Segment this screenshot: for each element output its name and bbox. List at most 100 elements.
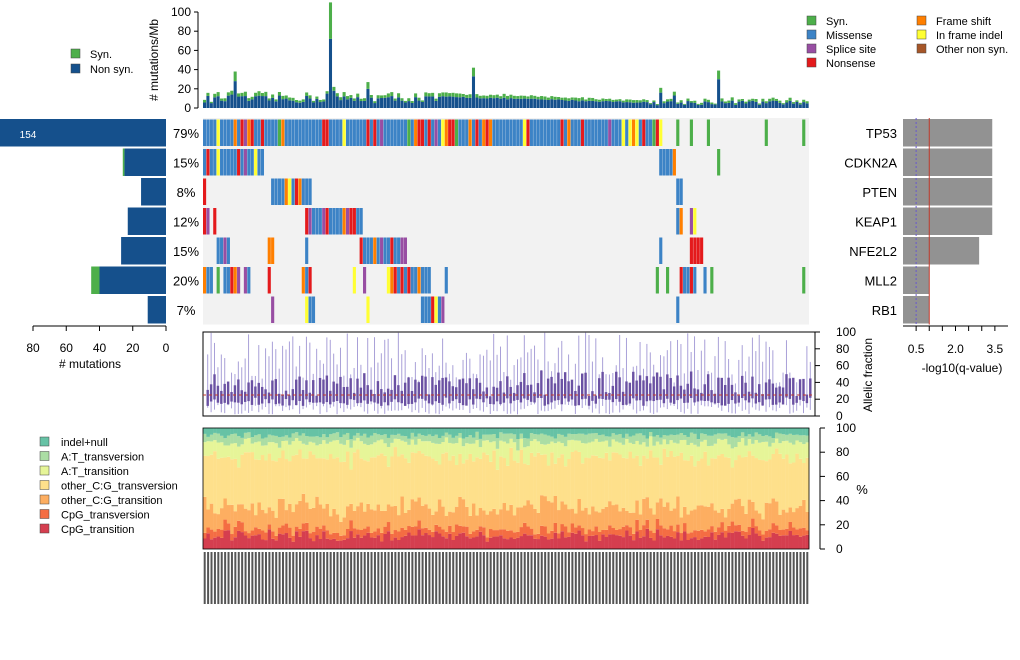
spectrum-segment <box>730 428 735 438</box>
spectrum-segment <box>284 510 289 524</box>
mutation-cell <box>322 208 326 235</box>
spectrum-segment <box>325 437 330 444</box>
tmb-bar-nonsyn <box>448 96 452 108</box>
tmb-bar-nonsyn <box>563 100 567 108</box>
spectrum-segment <box>444 538 449 549</box>
tmb-bar-syn <box>363 98 367 101</box>
sample-id-tick <box>247 552 250 604</box>
spectrum-segment <box>277 527 282 534</box>
spectrum-segment <box>383 428 388 435</box>
mutation-cell <box>403 119 407 146</box>
spectrum-segment <box>328 441 333 455</box>
spectrum-segment <box>543 536 548 549</box>
spectrum-segment <box>720 522 725 533</box>
spectrum-segment <box>791 434 796 445</box>
spectrum-segment <box>557 433 561 442</box>
spectrum-segment <box>325 538 330 549</box>
af-tick-label: 20 <box>836 392 850 406</box>
spectrum-segment <box>550 452 554 503</box>
spectrum-segment <box>458 533 462 549</box>
mutation-cell <box>386 237 390 264</box>
spectrum-segment <box>768 529 772 538</box>
spectrum-segment <box>499 535 503 549</box>
mutation-legend-swatch <box>806 29 817 40</box>
gene-percent-labels: 79%15%8%12%15%20%7% <box>173 126 199 318</box>
spectrum-segment <box>254 515 258 528</box>
tmb-bar-nonsyn <box>597 101 601 108</box>
spectrum-segment <box>795 428 799 435</box>
spectrum-segment <box>519 536 524 549</box>
sample-id-tick <box>561 552 564 604</box>
spectrum-segment <box>751 527 755 549</box>
tmb-bar-nonsyn <box>788 100 792 108</box>
spectrum-segment <box>638 433 643 445</box>
sample-id-tick <box>649 552 652 604</box>
mutation-legend-swatch <box>806 15 817 26</box>
spectrum-segment <box>631 428 636 436</box>
spectrum-segment <box>352 440 357 453</box>
af-iqr-box <box>526 385 529 400</box>
tmb-bar-nonsyn <box>328 38 333 108</box>
spectrum-segment <box>492 450 496 509</box>
spectrum-segment <box>781 529 786 536</box>
spectrum-segment <box>424 441 428 456</box>
spectrum-segment <box>798 442 803 459</box>
tmb-bar-syn <box>468 94 472 98</box>
spectrum-segment <box>220 537 224 549</box>
tmb-bar-syn <box>216 92 220 97</box>
sample-id-tick <box>663 552 666 604</box>
tmb-bar-syn <box>376 95 380 99</box>
spectrum-segment <box>645 497 650 520</box>
spectrum-segment <box>625 510 629 526</box>
spectrum-segment <box>339 462 343 522</box>
spectrum-segment <box>213 513 217 532</box>
tmb-bar-syn <box>488 94 493 98</box>
spectrum-segment <box>625 525 629 531</box>
af-iqr-box <box>563 372 567 399</box>
tmb-bar-nonsyn <box>240 96 244 108</box>
sample-id-tick <box>690 552 693 604</box>
spectrum-segment <box>730 532 735 549</box>
spectrum-segment <box>267 524 272 530</box>
spectrum-segment <box>635 433 639 441</box>
af-iqr-box <box>642 380 645 406</box>
spectrum-segment <box>288 537 292 549</box>
tmb-bar-syn <box>335 93 339 97</box>
spectrum-segment <box>526 464 531 501</box>
spectrum-segment <box>281 525 285 535</box>
spectrum-segment <box>342 535 347 540</box>
spectrum-segment <box>420 435 425 442</box>
spectrum-segment <box>390 506 394 534</box>
spectrum-segment <box>308 508 313 534</box>
spectrum-segment <box>540 495 544 526</box>
tmb-bar-nonsyn <box>264 96 268 108</box>
spectrum-segment <box>506 433 510 444</box>
af-iqr-box <box>400 390 403 404</box>
spectrum-segment <box>802 463 806 500</box>
mutation-cell <box>359 208 363 235</box>
mutation-cell <box>352 119 356 146</box>
mutation-cell <box>662 149 666 176</box>
tmb-bar-syn <box>240 92 244 97</box>
spectrum-segment <box>492 434 496 442</box>
spectrum-segment <box>441 529 445 537</box>
af-iqr-box <box>271 380 274 400</box>
spectrum-segment <box>294 428 299 433</box>
spectrum-segment <box>240 522 245 533</box>
spectrum-segment <box>366 445 371 462</box>
spectrum-segment <box>693 428 697 434</box>
tmb-bar-syn <box>693 100 697 103</box>
tmb-bar-nonsyn <box>386 97 390 108</box>
spectrum-segment <box>298 536 302 549</box>
tmb-y-label: # mutations/Mb <box>147 19 161 101</box>
mutation-cell <box>485 119 489 146</box>
af-iqr-box <box>638 375 642 401</box>
spectrum-segment <box>427 434 432 442</box>
mutation-cell <box>444 267 448 294</box>
af-iqr-box <box>506 376 509 399</box>
sample-id-tick <box>448 552 451 604</box>
tmb-bar-nonsyn <box>584 101 588 108</box>
spectrum-segment <box>448 525 452 534</box>
af-iqr-box <box>700 392 703 401</box>
af-iqr-box <box>764 382 768 400</box>
